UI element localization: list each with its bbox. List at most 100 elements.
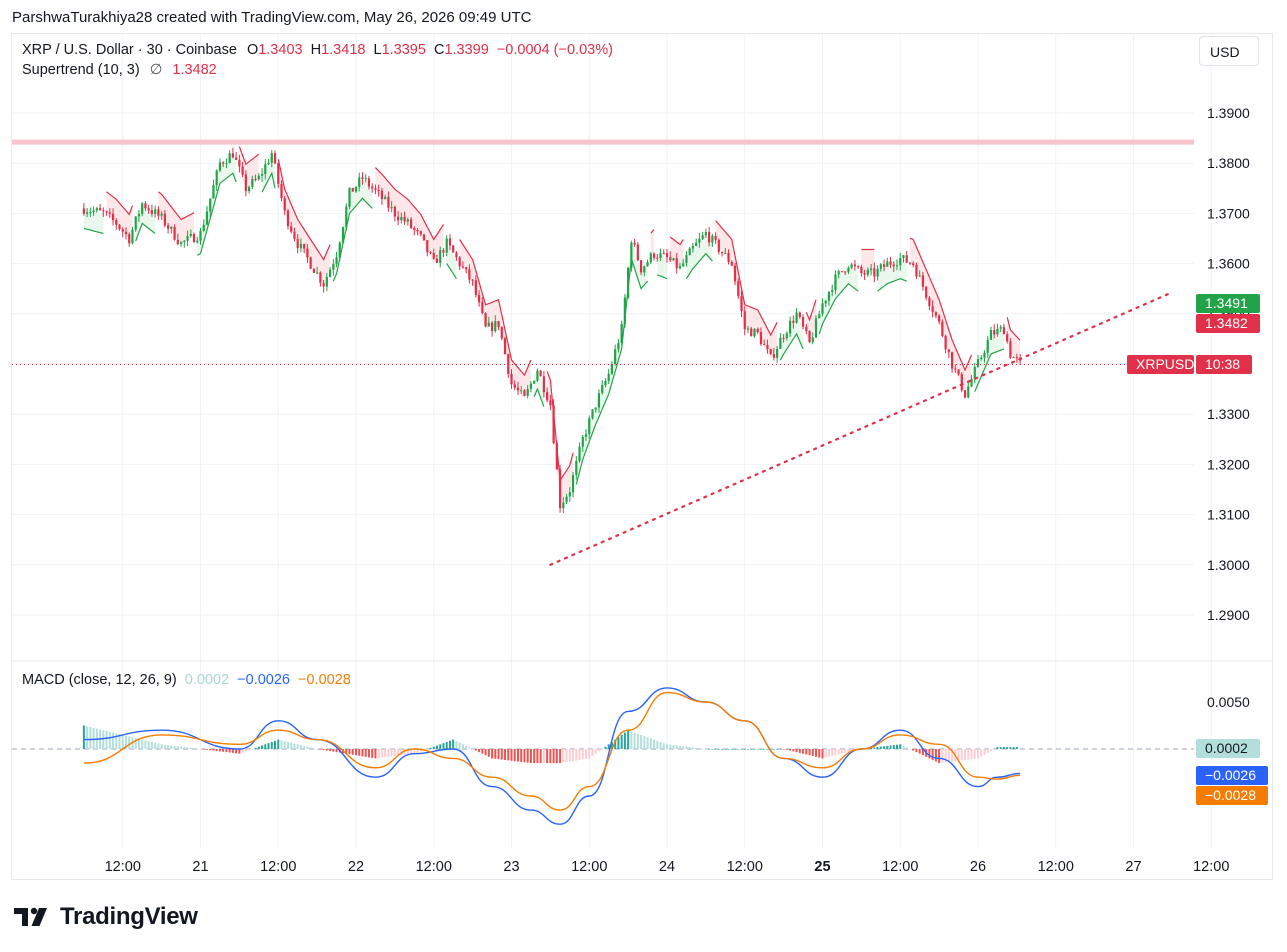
supertrend-fill (446, 243, 457, 279)
candle-up (86, 212, 89, 214)
candle-down (925, 286, 928, 298)
macd-hist-bar (471, 749, 474, 750)
candle-up (989, 329, 993, 340)
candle-up (682, 263, 685, 267)
visibility-icon[interactable]: ∅ (149, 62, 163, 78)
candle-up (562, 502, 565, 509)
macd-hist-bar (899, 744, 902, 749)
macd-hist-bar (555, 749, 558, 764)
price-tick-label: 1.3700 (1207, 205, 1250, 221)
candle-up (824, 300, 827, 304)
candle-down (500, 327, 503, 339)
candle-down (377, 189, 380, 191)
supertrend-fill (910, 238, 972, 395)
candle-down (730, 261, 733, 266)
supertrend-fill (686, 233, 713, 279)
macd-hist-bar (905, 747, 908, 749)
candle-down (769, 349, 772, 354)
macd-label[interactable]: MACD (close, 12, 26, 9) (22, 672, 177, 688)
candle-down (539, 370, 542, 377)
candle-down (351, 187, 354, 192)
supertrend-legend: Supertrend (10, 3) ∅ 1.3482 (22, 62, 217, 78)
candle-up (776, 348, 779, 358)
macd-hist-bar (345, 749, 348, 754)
macd-hist-bar (795, 749, 798, 753)
open-label: O (246, 42, 259, 58)
macd-hist-bar (319, 749, 322, 750)
macd-hist-bar (627, 730, 630, 749)
candle-down (481, 302, 484, 314)
macd-hist-bar (199, 749, 202, 750)
macd-hist-bar (358, 749, 361, 756)
candle-down (931, 306, 934, 313)
macd-hist-bar (578, 749, 581, 760)
supertrend-up-line (332, 197, 373, 282)
supertrend-down-line (158, 191, 195, 221)
macd-hist-bar (452, 739, 455, 749)
candle-down (238, 159, 241, 167)
candle-up (831, 290, 834, 292)
candle-up (588, 418, 591, 435)
candle-down (665, 253, 669, 258)
candle-up (225, 163, 228, 165)
macd-hist-bar (442, 743, 445, 749)
candle-up (685, 255, 688, 264)
candle-up (565, 496, 568, 503)
macd-hist-bar (883, 746, 886, 749)
macd-hist-bar (815, 749, 818, 757)
macd-value: −0.0026 (237, 672, 290, 688)
candle-down (915, 265, 918, 277)
macd-hist-bar (792, 749, 795, 752)
macd-hist-bar (772, 749, 775, 750)
supertrend-down-line (277, 159, 331, 261)
macd-hist-bar (559, 749, 562, 764)
supertrend-fill (135, 203, 156, 241)
candle-down (286, 210, 290, 227)
macd-hist-bar (244, 749, 247, 752)
currency-button[interactable]: USD (1199, 36, 1259, 66)
candle-up (996, 328, 999, 335)
macd-hist-bar (727, 749, 730, 750)
macd-hist-bar (134, 738, 137, 749)
supertrend-up-line (575, 258, 649, 485)
candle-down (118, 224, 121, 230)
candle-down (759, 332, 763, 345)
macd-hist-bar (507, 749, 510, 761)
trendline[interactable] (549, 291, 1174, 566)
candle-down (733, 265, 737, 282)
macd-axis: 0.0050 (1207, 694, 1250, 710)
candle-down (853, 264, 856, 267)
macd-hist-bar (789, 749, 792, 751)
candle-up (591, 409, 594, 419)
supertrend-label[interactable]: Supertrend (10, 3) (22, 62, 140, 78)
supertrend-up-line (685, 252, 713, 280)
symbol-title[interactable]: XRP / U.S. Dollar · 30 · Coinbase (22, 42, 237, 58)
macd-hist-bar (296, 744, 299, 749)
supertrend-down-line (669, 236, 684, 246)
supertrend-up-line (974, 348, 1005, 392)
candle-down (766, 345, 769, 350)
macd-hist-bar (102, 730, 105, 749)
macd-hist-bar (643, 736, 646, 749)
macd-hist-bar (666, 744, 668, 749)
macd-hist-bar (374, 749, 377, 759)
macd-hist-bar (847, 749, 850, 753)
candle-down (954, 368, 957, 370)
macd-tick-label: 0.0050 (1207, 694, 1250, 710)
candle-down (277, 163, 280, 184)
macd-hist-bar (429, 747, 432, 749)
candle-down (432, 252, 435, 259)
candle-up (202, 224, 205, 231)
macd-hist-bar (121, 734, 124, 749)
macd-hist-bar (928, 749, 931, 759)
candle-up (672, 258, 675, 261)
macd-hist-value: 0.0002 (184, 672, 230, 688)
macd-hist-bar (659, 741, 662, 749)
macd-hist-bar (186, 747, 189, 749)
macd-hist-bar (957, 749, 960, 761)
candle-up (895, 265, 899, 267)
candle-down (150, 210, 154, 214)
tradingview-logo[interactable]: TradingView (14, 902, 198, 932)
supertrend-down-line (715, 220, 778, 337)
